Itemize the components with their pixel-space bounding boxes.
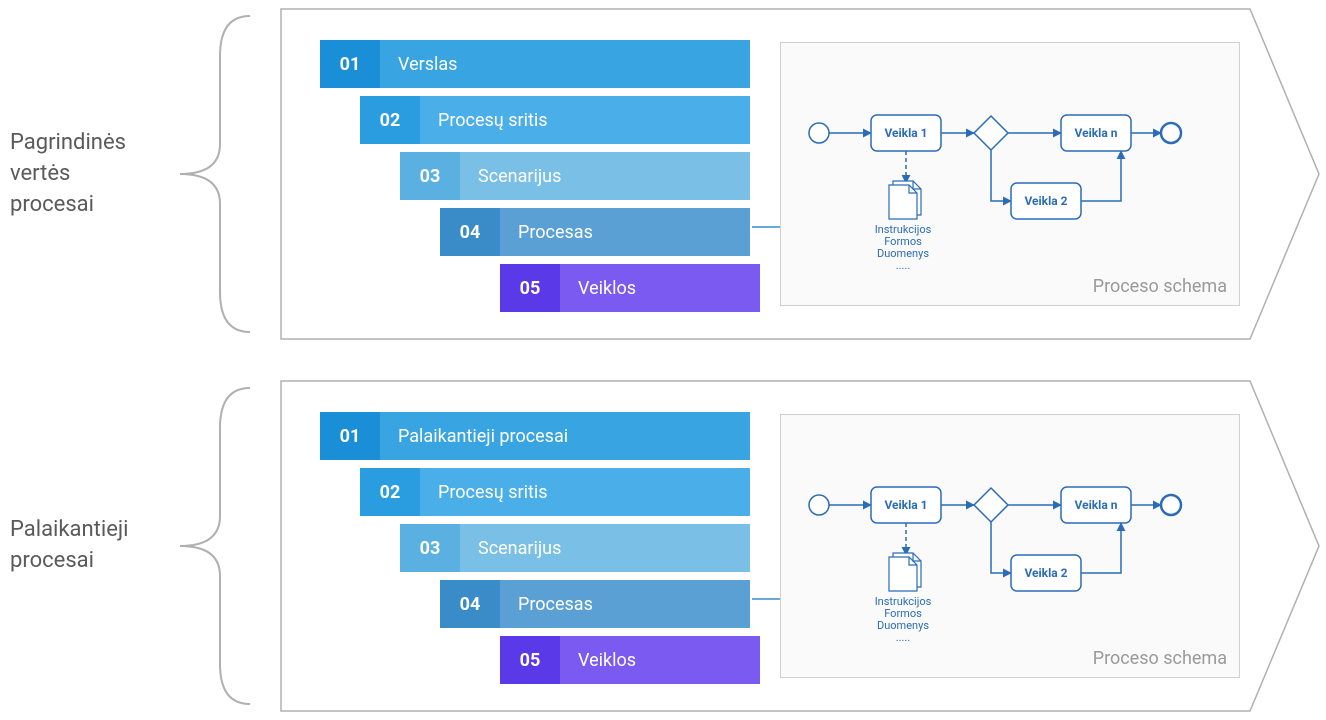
- step-row: 03Scenarijus: [400, 152, 750, 200]
- step-label: Scenarijus: [460, 524, 750, 572]
- step-row: 04Procesas: [440, 208, 750, 256]
- step-label: Palaikantieji procesai: [380, 412, 750, 460]
- svg-text:Veikla n: Veikla n: [1075, 498, 1118, 512]
- process-schema-box: Proceso schemaVeikla 1Veikla nVeikla 2In…: [780, 414, 1240, 678]
- steps-list: 01Palaikantieji procesai 02Procesų sritis…: [320, 412, 800, 692]
- step-row: 04Procesas: [440, 580, 750, 628]
- process-flowchart: Veikla 1Veikla nVeikla 2InstrukcijosForm…: [801, 73, 1221, 273]
- step-label: Scenarijus: [460, 152, 750, 200]
- chevron-container: 01Palaikantieji procesai 02Procesų sritis…: [280, 380, 1320, 712]
- svg-text:.....: .....: [896, 259, 911, 272]
- step-label: Veiklos: [560, 264, 760, 312]
- schema-caption: Proceso schema: [1093, 648, 1227, 669]
- step-number: 04: [440, 580, 500, 628]
- step-row: 02Procesų sritis: [360, 468, 750, 516]
- brace-icon: [170, 380, 260, 712]
- step-row: 01Palaikantieji procesai: [320, 412, 750, 460]
- step-label: Procesas: [500, 580, 750, 628]
- section-label: Palaikantiejiprocesai: [10, 515, 160, 577]
- process-flowchart: Veikla 1Veikla nVeikla 2InstrukcijosForm…: [801, 445, 1221, 645]
- step-number: 05: [500, 264, 560, 312]
- section-label: Pagrindinėsvertėsprocesai: [10, 128, 160, 220]
- process-schema-box: Proceso schemaVeikla 1Veikla nVeikla 2In…: [780, 42, 1240, 306]
- svg-text:Veikla 1: Veikla 1: [884, 126, 927, 140]
- section-core: Pagrindinėsvertėsprocesai01Verslas02Proc…: [0, 8, 1326, 340]
- step-label: Verslas: [380, 40, 750, 88]
- svg-text:.....: .....: [896, 631, 911, 644]
- schema-caption: Proceso schema: [1093, 276, 1227, 297]
- svg-text:Veikla 2: Veikla 2: [1024, 194, 1067, 208]
- step-label: Veiklos: [560, 636, 760, 684]
- svg-text:Veikla n: Veikla n: [1075, 126, 1118, 140]
- chevron-container: 01Verslas02Procesų sritis03Scenarijus04P…: [280, 8, 1320, 340]
- step-label: Procesų sritis: [420, 468, 750, 516]
- step-row: 05Veiklos: [500, 636, 760, 684]
- brace-icon: [170, 8, 260, 340]
- step-number: 04: [440, 208, 500, 256]
- step-number: 01: [320, 412, 380, 460]
- step-number: 01: [320, 40, 380, 88]
- step-row: 05Veiklos: [500, 264, 760, 312]
- step-number: 02: [360, 96, 420, 144]
- step-number: 02: [360, 468, 420, 516]
- step-row: 03Scenarijus: [400, 524, 750, 572]
- step-row: 02Procesų sritis: [360, 96, 750, 144]
- step-label: Procesas: [500, 208, 750, 256]
- step-number: 05: [500, 636, 560, 684]
- svg-text:Veikla 2: Veikla 2: [1024, 566, 1067, 580]
- section-support: Palaikantiejiprocesai 01Palaikantieji pro…: [0, 380, 1326, 712]
- step-number: 03: [400, 524, 460, 572]
- step-number: 03: [400, 152, 460, 200]
- step-label: Procesų sritis: [420, 96, 750, 144]
- steps-list: 01Verslas02Procesų sritis03Scenarijus04P…: [320, 40, 800, 320]
- step-row: 01Verslas: [320, 40, 750, 88]
- svg-text:Veikla 1: Veikla 1: [884, 498, 927, 512]
